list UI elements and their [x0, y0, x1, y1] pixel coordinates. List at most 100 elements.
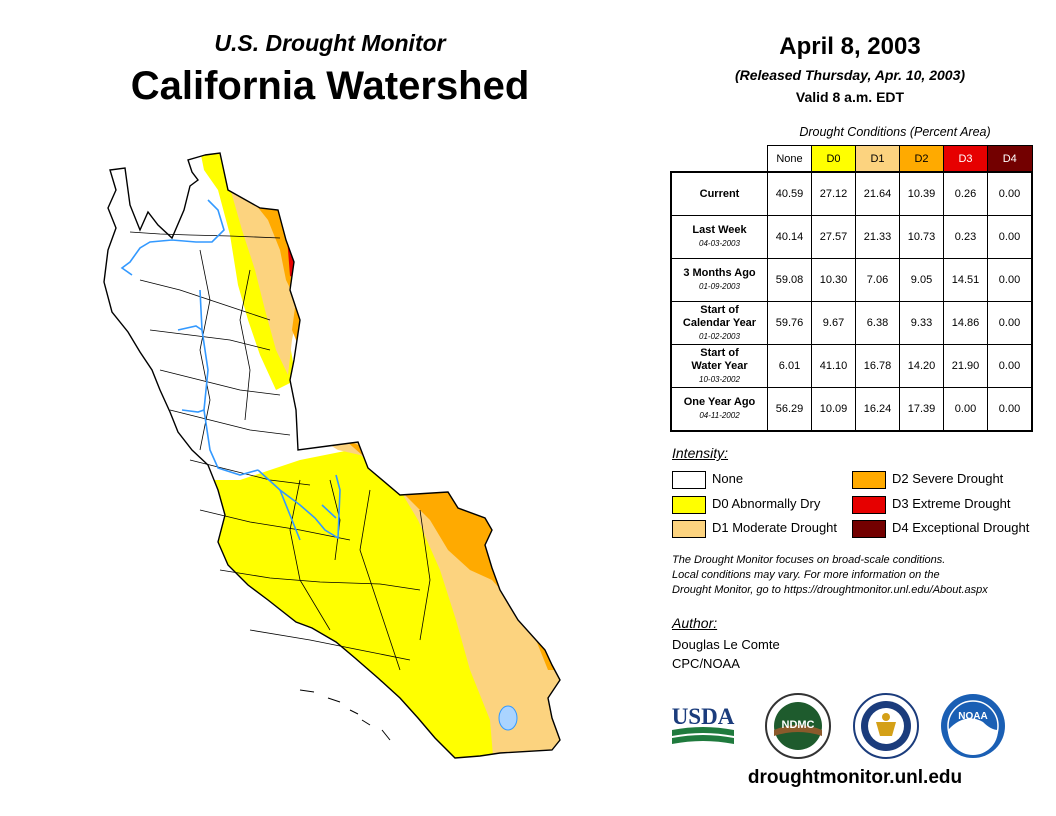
note-line-3: Drought Monitor, go to https://droughtmo…: [672, 584, 988, 596]
cell-none: 59.08: [767, 258, 812, 302]
cell-d4: 0.00: [987, 301, 1033, 345]
usda-logo-text: USDA: [672, 704, 735, 729]
cell-d1: 6.38: [855, 301, 900, 345]
map-subtitle: U.S. Drought Monitor: [214, 30, 446, 56]
row-label: Start of Calendar Year 01-02-2003: [670, 301, 768, 345]
cell-d0: 10.09: [811, 387, 856, 432]
cell-d2: 17.39: [899, 387, 944, 432]
cell-d4: 0.00: [987, 215, 1033, 259]
cell-d0: 10.30: [811, 258, 856, 302]
partner-logos: USDA NDMC NOAA: [672, 693, 1005, 759]
cell-none: 40.59: [767, 171, 812, 216]
ndmc-logo: NDMC: [765, 693, 831, 759]
legend-title: Intensity:: [672, 445, 729, 461]
row-date: 10-03-2002: [699, 374, 740, 384]
column-header-d2: D2: [899, 145, 944, 173]
commerce-seal: [853, 693, 919, 759]
table-header-row: None D0 D1 D2 D3 D4: [671, 145, 1033, 173]
cell-none: 40.14: [767, 215, 812, 259]
map-date: April 8, 2003: [779, 33, 921, 60]
table-row: Last Week 04-03-2003 40.14 27.57 21.33 10.73 0…: [670, 215, 1033, 259]
row-label: Current: [670, 171, 768, 216]
legend-swatch: [672, 470, 706, 489]
row-date: 01-02-2003: [699, 331, 740, 341]
cell-d2: 14.20: [899, 344, 944, 388]
cell-d3: 21.90: [943, 344, 988, 388]
cell-d2: 9.05: [899, 258, 944, 302]
row-date: 01-09-2003: [699, 282, 740, 291]
author-title: Author:: [672, 615, 718, 631]
row-label: Last Week 04-03-2003: [670, 215, 768, 259]
cell-d0: 27.12: [811, 171, 856, 216]
table-body: Current 40.59 27.12 21.64 10.39 0.26 0.00 Last …: [670, 171, 1033, 432]
table-row: Start of Calendar Year 01-02-2003 59.76 9.67…: [670, 301, 1033, 345]
legend-label: D1 Moderate Drought: [712, 520, 838, 535]
column-header-none: None: [767, 145, 812, 173]
cell-d3: 0.26: [943, 171, 988, 216]
row-label: 3 Months Ago 01-09-2003: [670, 258, 768, 302]
noaa-logo: NOAA: [941, 694, 1005, 758]
column-header-d0: D0: [811, 145, 856, 173]
release-date: (Released Thursday, Apr. 10, 2003): [734, 67, 966, 83]
table-row: 3 Months Ago 01-09-2003 59.08 10.30 7.06 9.05…: [670, 258, 1033, 302]
noaa-logo-text: NOAA: [958, 711, 987, 722]
legend-item: D3 Extreme Drought: [852, 495, 1011, 514]
website-link[interactable]: droughtmonitor.unl.edu: [747, 767, 963, 788]
usda-logo: USDA: [672, 704, 735, 744]
cell-d0: 9.67: [811, 301, 856, 345]
monitor-note: The Drought Monitor focuses on broad-sca…: [672, 553, 1042, 598]
table-row: Start of Water Year 10-03-2002 6.01 41.10 16.…: [670, 344, 1033, 388]
cell-d1: 21.64: [855, 171, 900, 216]
author-org: CPC/NOAA: [672, 656, 740, 671]
legend-swatch: [852, 495, 886, 514]
rivers: [120, 199, 341, 541]
conditions-caption: Drought Conditions (Percent Area): [799, 125, 991, 139]
note-line-2: Local conditions may vary. For more info…: [672, 569, 940, 581]
lake-salton: [498, 705, 518, 731]
cell-d0: 27.57: [811, 215, 856, 259]
cell-d3: 0.00: [943, 387, 988, 432]
column-header-d3: D3: [943, 145, 988, 173]
cell-d1: 16.78: [855, 344, 900, 388]
valid-time: Valid 8 a.m. EDT: [795, 89, 905, 105]
cell-d4: 0.00: [987, 258, 1033, 302]
drought-conditions-table: None D0 D1 D2 D3 D4 Current 40.59 27.12 21.64 10.…: [670, 145, 1033, 432]
ndmc-logo-text: NDMC: [782, 719, 815, 731]
row-date: 04-11-2002: [699, 411, 740, 420]
row-label: Start of Water Year 10-03-2002: [670, 344, 768, 388]
cell-d4: 0.00: [987, 171, 1033, 216]
cell-none: 59.76: [767, 301, 812, 345]
legend-label: D4 Exceptional Drought: [892, 520, 1030, 535]
cell-d1: 21.33: [855, 215, 900, 259]
cell-d1: 16.24: [855, 387, 900, 432]
cell-d3: 14.51: [943, 258, 988, 302]
legend-label: None: [712, 471, 744, 486]
legend-item: D4 Exceptional Drought: [852, 519, 1030, 538]
cell-d1: 7.06: [855, 258, 900, 302]
drought-areas: [104, 153, 560, 758]
cell-d3: 14.86: [943, 301, 988, 345]
legend-swatch: [852, 470, 886, 489]
legend-item: None: [672, 470, 744, 489]
cell-d2: 10.73: [899, 215, 944, 259]
table-row: One Year Ago 04-11-2002 56.29 10.09 16.24 17.…: [670, 387, 1033, 432]
cell-none: 6.01: [767, 344, 812, 388]
islands: [299, 689, 391, 741]
legend-label: D0 Abnormally Dry: [712, 496, 821, 511]
legend-swatch: [672, 519, 706, 538]
cell-d2: 10.39: [899, 171, 944, 216]
row-date: 04-03-2003: [699, 239, 740, 248]
cell-d0: 41.10: [811, 344, 856, 388]
cell-d3: 0.23: [943, 215, 988, 259]
note-line-1: The Drought Monitor focuses on broad-sca…: [672, 554, 946, 566]
legend-item: D2 Severe Drought: [852, 470, 1003, 489]
cell-d2: 9.33: [899, 301, 944, 345]
legend-item: D1 Moderate Drought: [672, 519, 838, 538]
area-d1-south: [322, 440, 560, 758]
legend-item: D0 Abnormally Dry: [672, 495, 821, 514]
column-header-d4: D4: [987, 145, 1033, 173]
row-label: One Year Ago 04-11-2002: [670, 387, 768, 432]
cell-none: 56.29: [767, 387, 812, 432]
cell-d4: 0.00: [987, 387, 1033, 432]
map-title: California Watershed: [130, 64, 530, 108]
